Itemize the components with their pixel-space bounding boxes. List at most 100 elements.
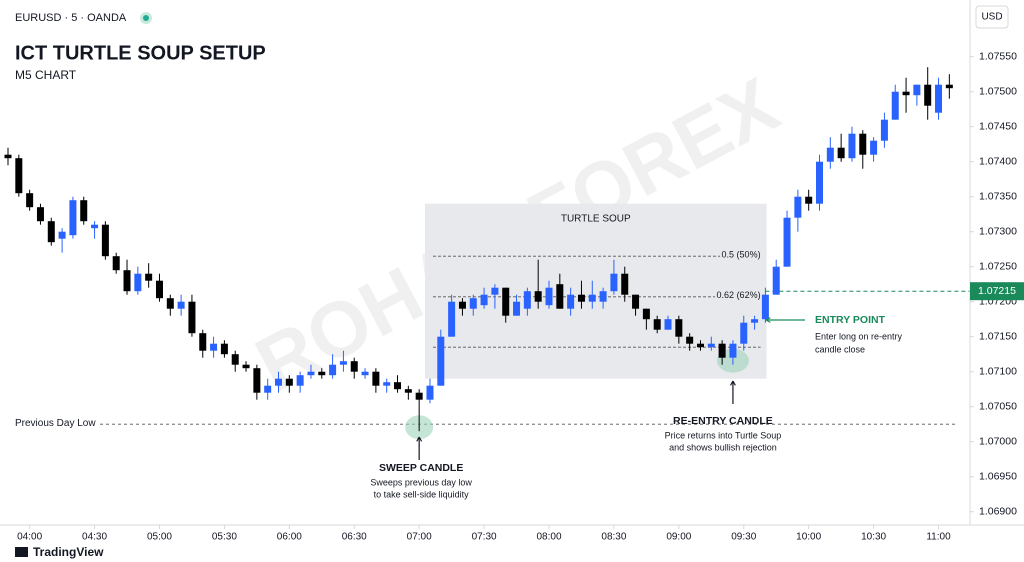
x-tick-label: 06:00 [277, 532, 302, 543]
candle-body [210, 343, 218, 351]
y-tick-label: 1.07000 [979, 435, 1017, 447]
turtle-soup-label: TURTLE SOUP [561, 213, 631, 224]
candle-body [469, 298, 477, 309]
candle-body [913, 84, 921, 96]
candle-body [199, 333, 207, 351]
candle-body [859, 133, 867, 155]
sweep-text: to take sell-side liquidity [374, 489, 470, 499]
candle-body [350, 361, 358, 372]
candle-body [329, 364, 337, 376]
subtitle: M5 CHART [15, 68, 77, 82]
candle-body [26, 193, 34, 208]
candle-body [837, 147, 845, 159]
currency-box[interactable] [975, 5, 1009, 29]
y-tick-label: 1.07300 [979, 225, 1017, 237]
candle-body [567, 294, 575, 309]
candle-body [642, 308, 650, 320]
candle-body [924, 84, 932, 106]
entry-title: ENTRY POINT [815, 314, 886, 326]
fib-level-label: 0.5 (50%) [722, 250, 761, 260]
x-tick-label: 07:00 [407, 532, 432, 543]
candle-body [426, 385, 434, 400]
y-tick-label: 1.07150 [979, 330, 1017, 342]
entry-price-tag [970, 282, 1024, 301]
x-tick-label: 06:30 [342, 532, 367, 543]
x-tick-label: 05:30 [212, 532, 237, 543]
candle-body [264, 385, 272, 393]
candle-body [761, 294, 769, 320]
candle-body [58, 231, 66, 239]
sweep-arrow-head [416, 436, 423, 442]
candle-body [448, 301, 456, 337]
y-tick-label: 1.07450 [979, 120, 1017, 132]
y-tick-label: 1.07550 [979, 50, 1017, 62]
symbol: EURUSD · 5 · OANDA [15, 12, 127, 24]
y-tick-label: 1.06950 [979, 470, 1017, 482]
candle-body [675, 319, 683, 337]
candle-body [101, 224, 109, 257]
candle-body [4, 154, 12, 159]
candle-body [404, 389, 412, 393]
candle-body [891, 91, 899, 120]
candle-body [188, 301, 196, 334]
reentry-arrow-head [730, 380, 736, 386]
candle-body [545, 287, 553, 306]
candle-body [155, 280, 163, 299]
candle-body [740, 322, 748, 344]
y-tick-label: 1.07400 [979, 155, 1017, 167]
candle-body [945, 84, 953, 89]
currency[interactable]: USD [981, 12, 1002, 23]
y-tick-label: 1.06900 [979, 505, 1017, 517]
reentry-title: RE-ENTRY CANDLE [673, 415, 773, 427]
x-tick-label: 04:30 [82, 532, 107, 543]
candle-body [80, 200, 88, 222]
candle-body [935, 84, 943, 113]
y-tick-label: 1.07500 [979, 85, 1017, 97]
candle-body [826, 147, 834, 162]
entry-text: Enter long on re-entry [815, 331, 903, 341]
candle-body [632, 294, 640, 309]
candle-body [177, 301, 185, 309]
x-tick-label: 08:00 [536, 532, 561, 543]
candle-body [372, 371, 380, 386]
plot-area: TURTLE SOUP 0.5 (50%) 0.62 (62%) Previous D… [4, 67, 970, 499]
y-tick-label: 1.07050 [979, 400, 1017, 412]
y-tick-label: 1.07100 [979, 365, 1017, 377]
x-tick-label: 09:30 [731, 532, 756, 543]
candle-body [91, 224, 99, 229]
candle-body [707, 343, 715, 348]
candle-body [502, 287, 510, 316]
candle-body [458, 301, 466, 309]
candle-body [123, 270, 131, 292]
candle-body [480, 294, 488, 306]
x-tick-label: 08:30 [601, 532, 626, 543]
candle-body [772, 266, 780, 295]
candle-body [653, 319, 661, 330]
candle-body [134, 273, 142, 292]
prev-day-low-label: Previous Day Low [15, 418, 96, 429]
x-tick-label: 11:00 [926, 532, 951, 543]
brand-logo [15, 547, 28, 557]
x-tick-label: 09:00 [666, 532, 691, 543]
entry-text: candle close [815, 344, 865, 354]
candle-body [523, 291, 531, 309]
candle-body [577, 294, 585, 302]
candle-body [112, 256, 120, 271]
candle-body [47, 221, 55, 243]
entry-arrow-head [765, 317, 771, 323]
candle-body [729, 343, 737, 358]
candle-body [696, 343, 704, 348]
x-tick-label: 10:00 [796, 532, 821, 543]
candle-body [275, 378, 282, 386]
candle-body [718, 343, 726, 358]
candle-body [166, 298, 174, 309]
title: ICT TURTLE SOUP SETUP [15, 42, 266, 64]
candle-body [69, 200, 77, 236]
reentry-text: Price returns into Turtle Soup [665, 430, 782, 440]
x-tick-label: 07:30 [472, 532, 497, 543]
candle-body [534, 291, 542, 302]
candle-body [588, 294, 596, 302]
x-tick-label: 04:00 [17, 532, 42, 543]
candle-body [220, 343, 228, 355]
